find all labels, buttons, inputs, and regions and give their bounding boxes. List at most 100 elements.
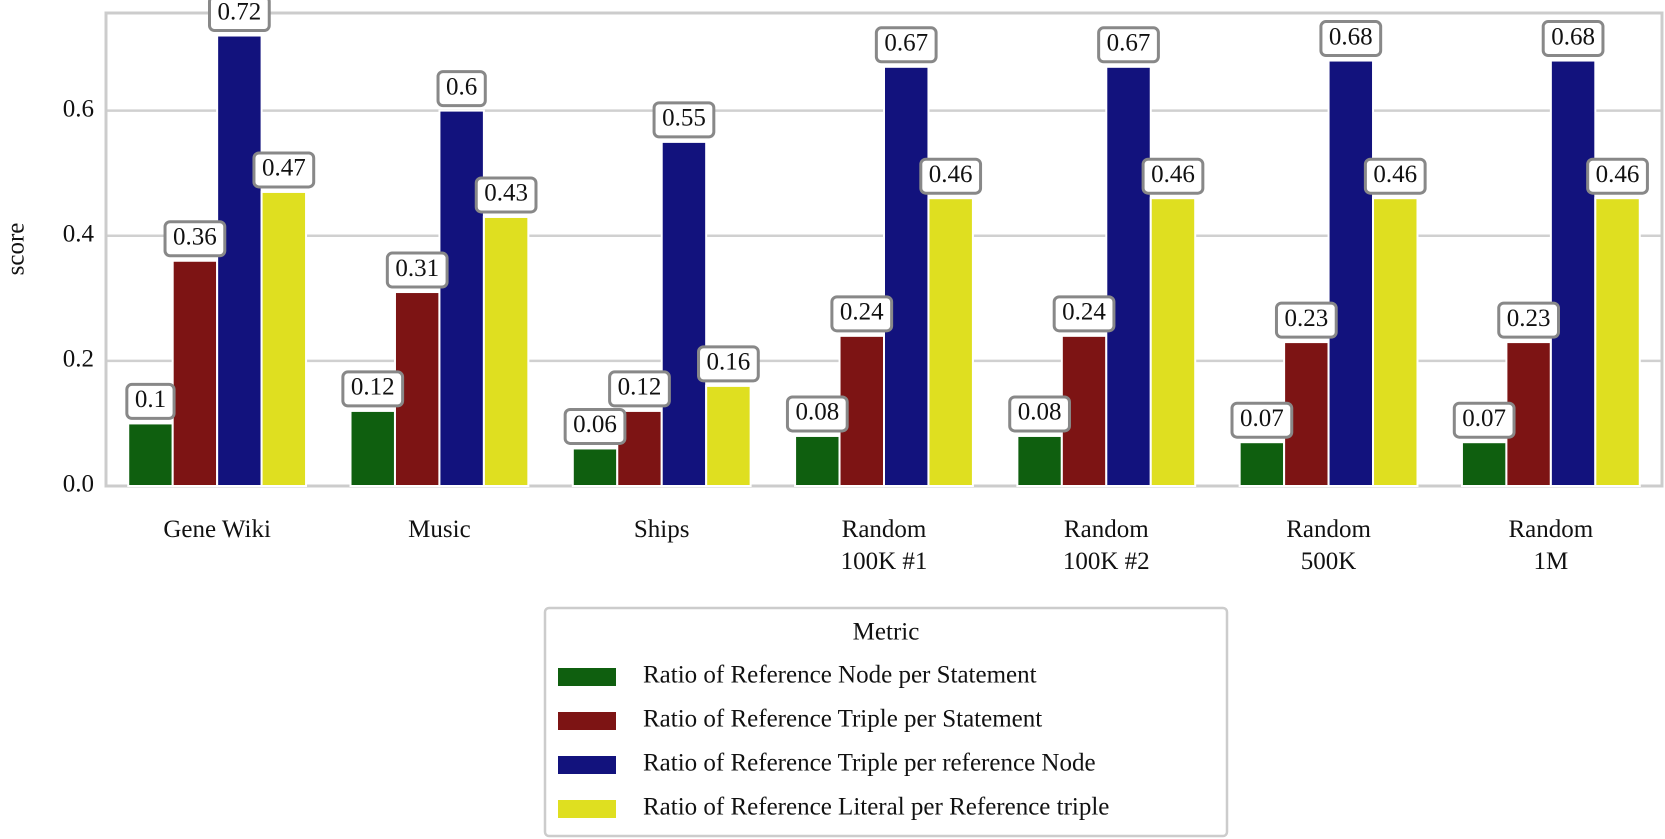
value-label: 0.23 <box>1274 301 1338 339</box>
value-label-text: 0.55 <box>662 105 706 132</box>
value-label-box <box>1586 157 1649 195</box>
value-label-text: 0.07 <box>1462 405 1506 432</box>
value-label: 0.67 <box>874 26 938 64</box>
value-label-text: 0.12 <box>618 374 662 401</box>
legend-swatch <box>558 668 616 686</box>
value-label-box <box>830 295 894 333</box>
value-label: 0.08 <box>785 395 849 433</box>
bar <box>660 140 708 488</box>
y-axis-label: score <box>3 223 30 276</box>
bar <box>216 34 263 488</box>
value-label-text: 0.08 <box>1018 399 1062 426</box>
x-tick-label: Random 500K <box>1286 516 1371 575</box>
legend-label: Ratio of Reference Triple per Statement <box>643 706 1042 733</box>
value-label: 0.46 <box>1586 157 1649 195</box>
value-label-box <box>563 407 627 445</box>
value-label-text: 0.07 <box>1240 405 1284 432</box>
value-label-text: 0.31 <box>395 255 439 282</box>
value-label-box <box>1008 395 1071 433</box>
bar <box>1327 59 1375 488</box>
y-tick-label: 0.6 <box>63 95 94 122</box>
value-label-box <box>125 382 176 420</box>
value-label: 0.47 <box>252 151 316 189</box>
bar <box>171 259 219 487</box>
value-label-text: 0.36 <box>173 223 217 250</box>
value-label-text: 0.06 <box>573 411 617 438</box>
value-label-box <box>341 370 405 408</box>
value-label-text: 0.16 <box>707 349 751 376</box>
value-label: 0.46 <box>919 157 983 195</box>
bar <box>1016 434 1063 487</box>
value-label-box <box>874 26 938 64</box>
bar <box>794 434 841 487</box>
value-label-text: 0.67 <box>884 30 928 57</box>
x-tick-label: Gene Wiki <box>163 516 271 543</box>
x-tick-label: Music <box>408 516 471 543</box>
value-label: 0.55 <box>652 101 716 139</box>
value-label-box <box>474 176 538 214</box>
value-label-box <box>1363 157 1427 195</box>
bar <box>438 109 485 487</box>
value-label-box <box>207 0 271 33</box>
value-label-box <box>1452 401 1516 439</box>
y-tick-label: 0.0 <box>63 471 94 498</box>
value-label-box <box>652 101 716 139</box>
value-label-text: 0.46 <box>929 161 973 188</box>
x-tick-label: Random 1M <box>1508 516 1593 575</box>
value-label-text: 0.72 <box>217 0 261 25</box>
value-label: 0.12 <box>608 370 671 408</box>
legend-label: Ratio of Reference Triple per reference … <box>643 750 1096 777</box>
value-label: 0.23 <box>1497 301 1561 339</box>
value-label: 0.67 <box>1097 26 1160 64</box>
value-label-text: 0.43 <box>484 180 528 207</box>
legend-title: Metric <box>853 619 920 646</box>
value-label: 0.24 <box>830 295 894 333</box>
value-label-text: 0.1 <box>135 386 166 413</box>
y-tick-label: 0.2 <box>63 346 94 373</box>
bar <box>1238 441 1286 487</box>
value-label: 0.08 <box>1008 395 1071 433</box>
x-tick-label: Random 100K #1 <box>841 516 928 575</box>
value-label-text: 0.24 <box>840 299 884 326</box>
value-label-text: 0.67 <box>1107 30 1151 57</box>
value-label: 0.31 <box>385 251 449 289</box>
value-label-box <box>919 157 983 195</box>
value-label-text: 0.68 <box>1551 23 1595 50</box>
legend-label: Ratio of Reference Literal per Reference… <box>643 794 1109 821</box>
value-label-box <box>1052 295 1116 333</box>
value-label-box <box>252 151 316 189</box>
value-label: 0.16 <box>697 345 760 383</box>
legend-swatch <box>558 800 616 818</box>
x-tick-label: Random 100K #2 <box>1063 516 1150 575</box>
bar <box>1105 65 1152 487</box>
value-label: 0.1 <box>125 382 176 420</box>
bar <box>705 384 752 487</box>
value-label-text: 0.46 <box>1596 161 1640 188</box>
value-label: 0.72 <box>207 0 271 33</box>
value-label-text: 0.6 <box>446 73 477 100</box>
value-label: 0.46 <box>1141 157 1205 195</box>
value-label: 0.07 <box>1230 401 1294 439</box>
value-label-box <box>1141 157 1205 195</box>
bar <box>571 447 619 488</box>
bar <box>127 422 174 488</box>
value-label: 0.68 <box>1319 20 1383 58</box>
value-label-text: 0.23 <box>1284 305 1328 332</box>
value-label-text: 0.12 <box>351 374 395 401</box>
value-label: 0.46 <box>1363 157 1427 195</box>
bar <box>1594 197 1641 487</box>
legend-swatch <box>558 756 616 774</box>
bar <box>260 190 308 487</box>
value-label-box <box>1497 301 1561 339</box>
value-label: 0.68 <box>1541 20 1605 58</box>
legend-label: Ratio of Reference Node per Statement <box>643 662 1037 689</box>
value-label: 0.43 <box>474 176 538 214</box>
bar <box>1549 59 1597 488</box>
y-tick-label: 0.4 <box>63 220 95 247</box>
value-label-text: 0.47 <box>262 155 306 182</box>
value-label-box <box>1319 20 1383 58</box>
value-label: 0.24 <box>1052 295 1116 333</box>
value-label-text: 0.24 <box>1062 299 1106 326</box>
value-label-box <box>436 70 487 108</box>
value-label-box <box>1541 20 1605 58</box>
